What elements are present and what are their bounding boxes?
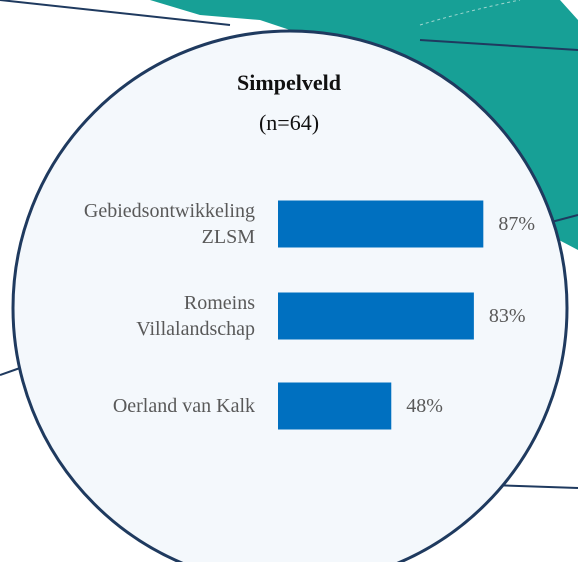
bars — [278, 200, 484, 430]
bar — [278, 382, 392, 430]
chart-title: Simpelveld — [237, 70, 341, 95]
value-label: 48% — [406, 395, 443, 417]
map-border — [419, 0, 521, 26]
category-label: Romeins Villalandschap — [136, 292, 255, 340]
value-label: 87% — [498, 213, 535, 235]
chart-subtitle: (n=64) — [258, 110, 320, 135]
category-label: Gebiedsontwikkeling ZLSM — [83, 200, 255, 248]
bar — [278, 200, 484, 248]
bar — [278, 292, 474, 340]
connector — [419, 39, 578, 51]
value-label: 83% — [488, 305, 526, 327]
map-region — [150, 0, 578, 250]
connector — [489, 484, 578, 489]
connector — [0, 0, 231, 26]
category-label: Oerland van Kalk — [112, 395, 255, 417]
connector — [0, 367, 21, 376]
